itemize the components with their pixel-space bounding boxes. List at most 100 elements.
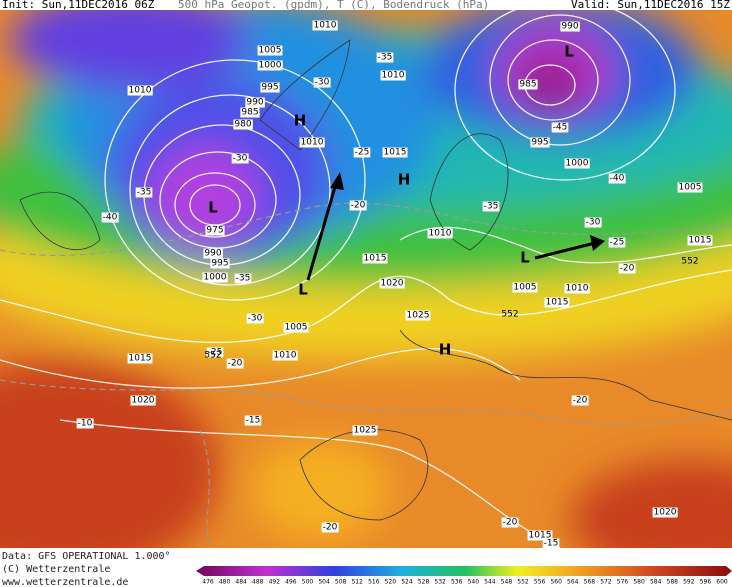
pressure-center: H	[439, 341, 452, 359]
pressure-label-box	[405, 310, 431, 321]
pressure-label: 1020	[654, 508, 677, 518]
pressure-label: 1020	[381, 279, 404, 289]
temperature-label-box	[231, 153, 249, 164]
temperature-label-box	[349, 200, 367, 211]
pressure-label-box	[210, 258, 230, 269]
temperature-label-box	[584, 217, 602, 228]
temperature-label-box	[551, 122, 569, 133]
temperature-label: -25	[355, 148, 370, 158]
temperature-label: -30	[315, 78, 330, 88]
temperature-label-box	[226, 358, 244, 369]
pressure-center: L	[208, 199, 218, 217]
colorbar-label: 504	[318, 579, 330, 586]
temperature-label-box	[244, 415, 262, 426]
pressure-label-box	[283, 322, 309, 333]
temperature-label: -30	[586, 218, 601, 228]
pressure-label-box	[362, 253, 388, 264]
pressure-center: H	[294, 112, 307, 130]
pressure-label: 975	[206, 226, 223, 236]
colorbar-label: 484	[235, 579, 247, 586]
pressure-label-box	[518, 79, 538, 90]
temperature-label: -30	[233, 154, 248, 164]
colorbar-label: 476	[202, 579, 214, 586]
pressure-label-box	[245, 97, 265, 108]
pressure-label: 1005	[679, 183, 702, 193]
copyright: (C) Wetterzentrale	[2, 564, 110, 575]
colorbar-label: 500	[302, 579, 314, 586]
pressure-label: 1000	[566, 159, 589, 169]
colorbar-label: 480	[219, 579, 231, 586]
temperature-label-box	[246, 313, 264, 324]
temperature-label: -30	[248, 314, 263, 324]
temperature-label: -20	[228, 359, 243, 369]
temperature-label-box	[482, 201, 500, 212]
pressure-label: 990	[561, 22, 578, 32]
colorbar-label: 584	[650, 579, 662, 586]
pressure-label-box	[379, 278, 405, 289]
pressure-label: 1015	[689, 236, 712, 246]
colorbar-label: 592	[683, 579, 695, 586]
colorbar-label: 564	[567, 579, 579, 586]
pressure-label-box	[127, 353, 153, 364]
pressure-label-box	[530, 137, 550, 148]
pressure-label-box	[272, 350, 298, 361]
pressure-label: 1010	[566, 284, 589, 294]
pressure-label: 1025	[407, 311, 430, 321]
temperature-label: -20	[503, 518, 518, 528]
pressure-label-box	[202, 272, 228, 283]
height-label: 552	[681, 257, 698, 267]
colorbar-label: 512	[351, 579, 363, 586]
colorbar-label: 528	[418, 579, 430, 586]
colorbar-end	[726, 566, 732, 576]
temperature-label-box	[501, 517, 519, 528]
pressure-label: 980	[234, 120, 251, 130]
temperature-label-box	[542, 538, 560, 548]
pressure-label: 1010	[314, 21, 337, 31]
pressure-label-box	[527, 530, 553, 541]
pressure-label-box	[312, 20, 338, 31]
temperature-label: -15	[246, 416, 261, 426]
temperature-label-box	[76, 418, 94, 429]
pressure-center: L	[520, 249, 530, 267]
pressure-label-box	[512, 282, 538, 293]
isotherms	[0, 202, 732, 548]
pressure-label: 1025	[354, 426, 377, 436]
product: 500 hPa Geopot. (gpdm), T (C), Bodendruc…	[178, 0, 489, 11]
colorbar-label: 588	[667, 579, 679, 586]
colorbar-label: 580	[633, 579, 645, 586]
temperature-label: -25	[610, 238, 625, 248]
temperature-label: -20	[620, 264, 635, 274]
pressure-label-box	[240, 107, 260, 118]
temperature-label-box	[618, 263, 636, 274]
colorbar-label: 492	[269, 579, 281, 586]
pressure-label: 1010	[382, 71, 405, 81]
temperature-label: -35	[378, 53, 393, 63]
temperature-label: -20	[351, 201, 366, 211]
temperature-label-box	[608, 237, 626, 248]
temperature-label-box	[353, 147, 371, 158]
pressure-label: 1010	[274, 351, 297, 361]
colorbar-label: 488	[252, 579, 264, 586]
colorbar	[204, 566, 726, 576]
temperature-label-box	[101, 212, 119, 223]
pressure-label-box	[203, 248, 223, 259]
pressure-label-box	[257, 45, 283, 56]
url: www.wetterzentrale.de	[2, 577, 128, 587]
pressure-label-box	[257, 60, 283, 71]
colorbar-label: 496	[285, 579, 297, 586]
temperature-label: -15	[544, 539, 559, 549]
pressure-label-box	[382, 147, 408, 158]
temperature-label-box	[571, 395, 589, 406]
pressure-center: L	[564, 43, 574, 61]
pressure-label: 1015	[129, 354, 152, 364]
temperature-label-box	[313, 77, 331, 88]
init-time: Init: Sun,11DEC2016 06Z	[2, 0, 155, 11]
temperature-label: -40	[610, 174, 625, 184]
pressure-label: 995	[211, 259, 228, 269]
pressure-label: 1005	[259, 46, 282, 56]
temperature-label-box	[206, 347, 224, 358]
colorbar-label: 576	[617, 579, 629, 586]
temperature-label-box	[608, 173, 626, 184]
